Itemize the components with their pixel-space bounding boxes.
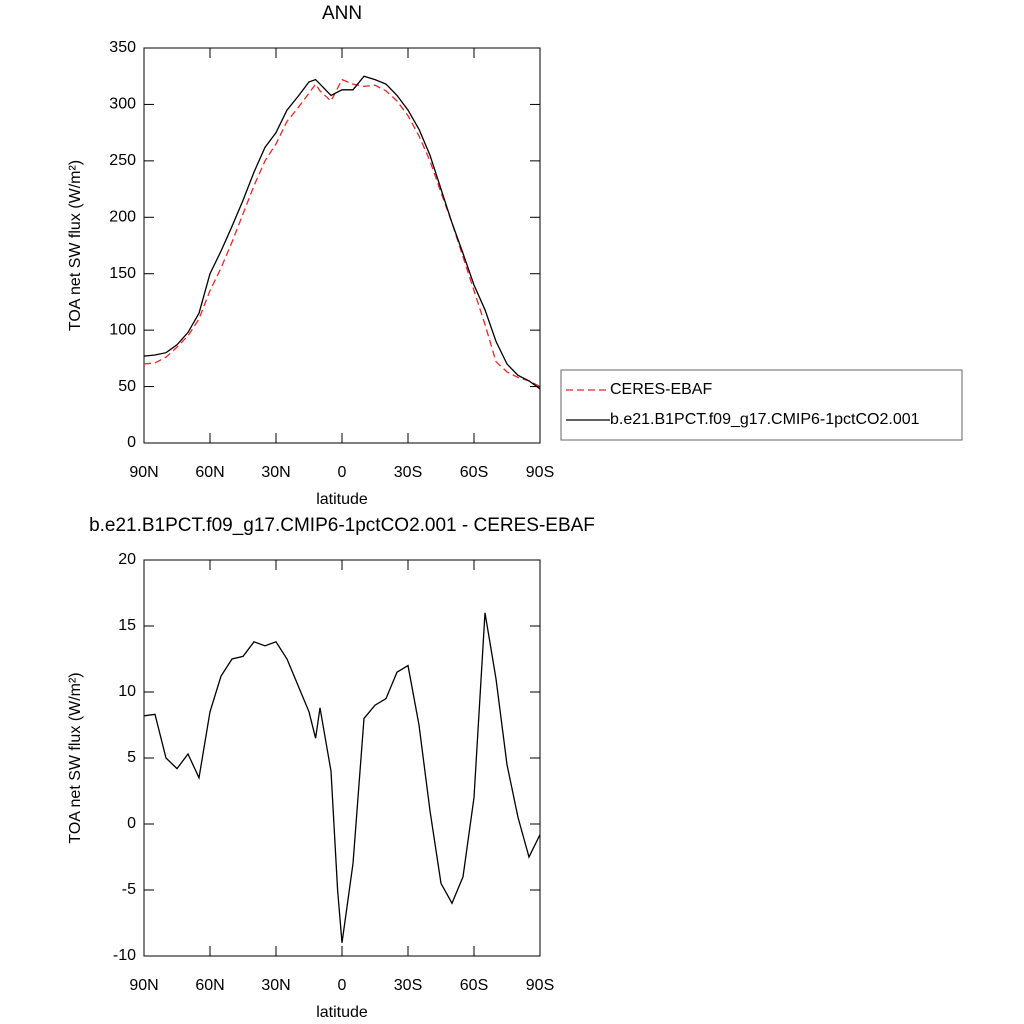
x-tick-label: 90S [526,464,554,481]
plot-frame [143,559,541,957]
x-tick-label: 90S [526,977,554,994]
legend-label: b.e21.B1PCT.f09_g17.CMIP6-1pctCO2.001 [610,411,920,428]
y-tick-label: 5 [127,749,136,766]
y-axis-label: TOA net SW flux (W/m²) [67,160,84,331]
x-tick-label: 90N [129,977,158,994]
y-tick-label: 20 [118,551,136,568]
y-tick-label: 0 [127,434,136,451]
x-tick-label: 0 [338,977,347,994]
y-tick-label: 350 [109,39,136,56]
legend-box [560,369,963,441]
x-tick-label: 0 [338,464,347,481]
data-line [143,612,541,943]
y-tick-label: 50 [118,378,136,395]
plot-frame [143,47,541,444]
x-tick-label: 30N [261,464,290,481]
x-axis-label: latitude [316,491,368,508]
y-tick-label: 300 [109,96,136,113]
data-line [143,78,541,388]
x-tick-label: 90N [129,464,158,481]
y-tick-label: 10 [118,683,136,700]
chart-title: b.e21.B1PCT.f09_g17.CMIP6-1pctCO2.001 - … [89,515,595,536]
x-tick-label: 30N [261,977,290,994]
y-tick-label: 0 [127,815,136,832]
y-tick-label: 150 [109,265,136,282]
x-tick-label: 60N [195,464,224,481]
y-axis-label: TOA net SW flux (W/m²) [67,672,84,843]
y-tick-label: 100 [109,321,136,338]
legend-label: CERES-EBAF [610,381,712,398]
x-axis-label: latitude [316,1004,368,1021]
x-tick-label: 30S [394,977,422,994]
y-tick-label: -5 [122,881,136,898]
y-tick-label: -10 [113,947,136,964]
data-line [143,75,541,390]
x-tick-label: 30S [394,464,422,481]
chart-title: ANN [322,3,362,24]
x-tick-label: 60S [460,977,488,994]
y-tick-label: 250 [109,152,136,169]
y-tick-label: 15 [118,617,136,634]
y-tick-label: 200 [109,209,136,226]
x-tick-label: 60S [460,464,488,481]
x-tick-label: 60N [195,977,224,994]
